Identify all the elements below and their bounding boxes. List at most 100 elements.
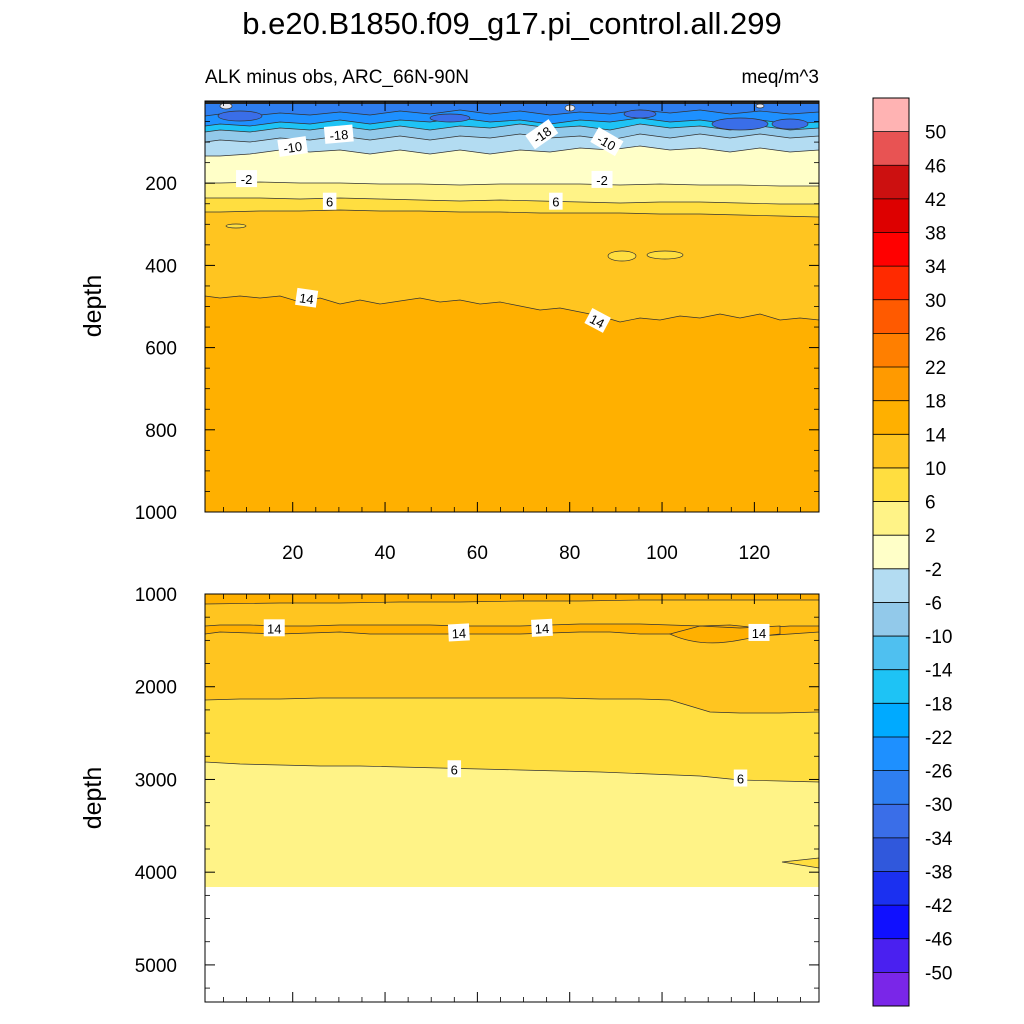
top-contour-label-9: 14 — [584, 308, 611, 333]
colorbar-frame — [872, 97, 910, 1007]
bot-contour-label-box — [748, 623, 770, 641]
colorbar-label-34: 34 — [925, 257, 947, 278]
colorbar-swatch-6 — [873, 299, 909, 334]
upper-patch-white-3 — [755, 103, 765, 109]
colorbar-swatch-26 — [873, 972, 909, 1007]
colorbar-swatch-9 — [873, 400, 909, 435]
lower-panel-fill — [205, 594, 819, 1002]
bot-contour-label-box — [531, 618, 553, 637]
lower-band-14-18-b — [205, 594, 819, 605]
colorbar-label-18: 18 — [925, 392, 946, 413]
colorbar-swatch-21 — [873, 804, 909, 839]
top-contour-label-text: 6 — [552, 195, 559, 210]
colorbar-label-22: 22 — [925, 358, 946, 379]
top-contour-label-text: -2 — [241, 172, 253, 187]
colorbar-label-6: 6 — [925, 493, 936, 514]
upper-y-axis-label: depth — [79, 275, 107, 338]
top-y-tick-label-400: 400 — [145, 256, 177, 277]
upper-lens-1 — [607, 250, 637, 262]
bot-contour-label-text: 14 — [451, 626, 466, 642]
top-contour-label-box — [295, 287, 319, 308]
top-contour-label-4: -2 — [236, 170, 258, 188]
colorbar-label--18: -18 — [925, 694, 952, 715]
upper-panel-fill — [205, 101, 819, 512]
colorbar-label--10: -10 — [925, 627, 952, 648]
colorbar-label--46: -46 — [925, 930, 952, 951]
upper-patch-deep-blue-4 — [429, 113, 471, 123]
top-x-tick-label-20: 20 — [282, 543, 303, 564]
upper-tick-marks — [205, 100, 819, 513]
colorbar-swatch-14 — [873, 568, 909, 603]
colorbar-swatch-20 — [873, 770, 909, 805]
top-x-tick-label-60: 60 — [467, 543, 488, 564]
colorbar-label-38: 38 — [925, 224, 946, 245]
bot-contour-label-3: 14 — [748, 623, 770, 641]
top-contour-label-6: 6 — [322, 192, 337, 210]
bot-contour-label-1: 14 — [447, 623, 470, 642]
bot-contour-label-box — [263, 619, 285, 637]
colorbar-swatch-13 — [873, 535, 909, 570]
bot-contour-label-text: 6 — [451, 762, 458, 777]
top-y-tick-label-800: 800 — [145, 421, 177, 442]
bot-y-tick-label-5000: 5000 — [135, 956, 177, 977]
colorbar-swatch-25 — [873, 938, 909, 973]
bot-y-tick-label-2000: 2000 — [135, 678, 177, 699]
top-contour-label-box — [591, 170, 613, 188]
colorbar-label--34: -34 — [925, 829, 953, 850]
chart-units-label: meq/m^3 — [741, 67, 819, 88]
top-x-tick-label-40: 40 — [374, 543, 395, 564]
top-contour-label-box — [322, 192, 337, 210]
lower-y-tick-labels: 1000 2000 3000 4000 5000 — [135, 585, 177, 977]
top-contour-label-box — [549, 192, 563, 210]
upper-lens-2 — [646, 250, 684, 260]
colorbar-swatch-15 — [873, 602, 909, 637]
top-y-tick-label-1000: 1000 — [135, 503, 177, 524]
top-contour-label-box — [584, 308, 611, 333]
top-contour-label-text: -18 — [329, 127, 349, 144]
upper-lens-3 — [225, 223, 247, 229]
bot-contour-label-text: 14 — [267, 621, 281, 636]
bot-contour-label-0: 14 — [263, 619, 285, 637]
colorbar-swatch-1 — [873, 131, 909, 166]
top-contour-label-8: 14 — [295, 287, 319, 308]
colorbar-swatch-16 — [873, 636, 909, 671]
upper-band-neg26-neg22 — [205, 101, 819, 117]
bot-contour-label-text: 14 — [534, 621, 549, 637]
bot-contour-label-5: 6 — [733, 769, 748, 787]
colorbar-label--50: -50 — [925, 963, 952, 984]
colorbar-label--2: -2 — [925, 560, 942, 581]
colorbar-swatch-10 — [873, 434, 909, 469]
top-y-tick-label-600: 600 — [145, 339, 177, 360]
colorbar-swatch-0 — [873, 98, 909, 133]
top-contour-label-text: 14 — [587, 311, 607, 331]
colorbar-swatch-18 — [873, 703, 909, 738]
chart-subtitle-left: ALK minus obs, ARC_66N-90N — [205, 67, 469, 88]
colorbar-swatch-2 — [873, 165, 909, 200]
top-contour-label-1: -10 — [277, 136, 308, 157]
bot-contour-label-4: 6 — [447, 760, 462, 778]
colorbar-swatch-8 — [873, 367, 909, 402]
chart-title: b.e20.B1850.f09_g17.pi_control.all.299 — [242, 6, 782, 41]
bot-y-tick-label-4000: 4000 — [135, 863, 177, 884]
lower-y-axis-label: depth — [79, 767, 107, 830]
bot-contour-label-text: 6 — [737, 772, 744, 787]
upper-patch-deep-blue-2 — [771, 118, 809, 130]
colorbar-label--26: -26 — [925, 762, 952, 783]
upper-patch-deep-blue-5 — [623, 109, 657, 119]
top-contour-label-0: -18 — [323, 124, 354, 144]
colorbar-label-10: 10 — [925, 459, 946, 480]
top-contour-label-box — [590, 127, 624, 157]
colorbar-label-2: 2 — [925, 526, 936, 547]
lower-tick-marks — [205, 593, 819, 1002]
colorbar-label-30: 30 — [925, 291, 946, 312]
top-y-tick-label-200: 200 — [145, 174, 177, 195]
colorbar-swatch-24 — [873, 905, 909, 940]
lower-no-data-area — [205, 887, 819, 1002]
colorbar-label--42: -42 — [925, 896, 952, 917]
colorbar-swatch-5 — [873, 266, 909, 301]
lower-plot-frame — [204, 593, 820, 1003]
top-contour-label-box — [236, 170, 258, 188]
bot-contour-label-box — [447, 760, 462, 778]
